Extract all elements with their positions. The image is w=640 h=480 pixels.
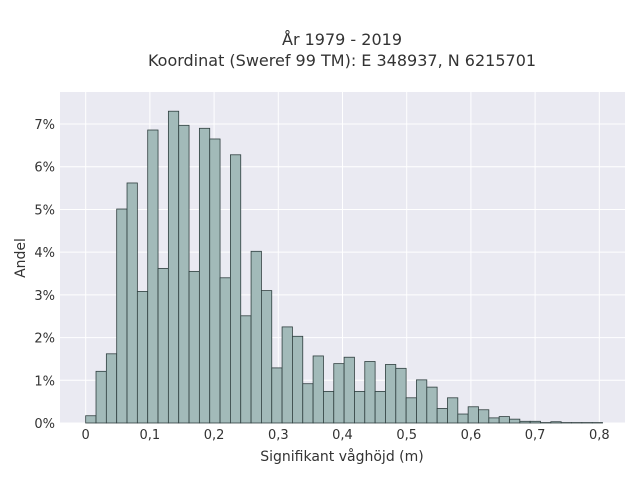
histogram-bar: [178, 124, 190, 424]
x-tick-labels: 0 0,1 0,2 0,3 0,4 0,5 0,6 0,7 0,8: [82, 428, 610, 443]
y-tick-label: 3%: [34, 289, 55, 304]
y-tick-label: 7%: [34, 118, 55, 133]
x-tick-label: 0,6: [461, 428, 482, 443]
y-tick-label: 1%: [34, 374, 55, 389]
histogram-bar: [467, 406, 479, 424]
histogram-bar: [457, 413, 469, 424]
histogram-bar: [364, 361, 376, 424]
histogram-bar: [519, 420, 531, 424]
x-tick-label: 0: [82, 428, 90, 443]
histogram-bar: [374, 390, 386, 424]
y-tick-label: 2%: [34, 332, 55, 347]
x-tick-label: 0,7: [525, 428, 546, 443]
histogram-bar: [219, 277, 231, 424]
histogram-bar: [312, 355, 324, 424]
histogram-bar: [550, 421, 562, 424]
x-tick-label: 0,8: [589, 428, 610, 443]
histogram-bar: [198, 127, 211, 424]
histogram-bar: [333, 363, 345, 424]
histogram-bar: [157, 267, 169, 424]
histogram-bar: [385, 364, 397, 424]
x-tick-label: 0,4: [332, 428, 353, 443]
y-tick-label: 4%: [34, 246, 55, 261]
histogram-bar: [209, 138, 221, 424]
x-tick-label: 0,2: [204, 428, 225, 443]
histogram-bar: [354, 390, 366, 424]
histogram-bar: [188, 270, 200, 424]
histogram-bar: [261, 290, 273, 424]
histogram-bar: [343, 356, 355, 424]
histogram-bar: [416, 379, 428, 424]
histogram-bar: [147, 129, 159, 424]
histogram-bar: [229, 154, 242, 424]
histogram-bar: [167, 110, 180, 424]
histogram-bar: [240, 315, 252, 424]
histogram-bar: [271, 367, 283, 424]
histogram-bar: [85, 415, 97, 424]
histogram-bar: [136, 291, 149, 424]
histogram-bar: [250, 250, 262, 424]
histogram-bar: [405, 397, 417, 424]
histogram-bar: [281, 326, 293, 424]
histogram-bar: [509, 418, 521, 424]
histogram-bar: [95, 370, 107, 424]
histogram-bar: [126, 182, 138, 424]
x-tick-label: 0,1: [140, 428, 161, 443]
x-tick-label: 0,3: [268, 428, 289, 443]
histogram-bar: [323, 390, 335, 424]
y-tick-labels: 0% 1% 2% 3% 4% 5% 6% 7%: [34, 118, 55, 432]
x-tick-label: 0,5: [396, 428, 417, 443]
histogram-bar: [116, 208, 128, 424]
histogram-bar: [105, 353, 118, 424]
histogram-bar: [498, 416, 510, 424]
histogram-bar: [426, 386, 438, 424]
histogram-bar: [302, 383, 314, 424]
y-tick-label: 0%: [34, 417, 55, 432]
histogram-bar: [395, 367, 407, 424]
histogram-bars: [85, 110, 603, 424]
histogram-bar: [447, 397, 459, 424]
histogram-bar: [292, 335, 304, 424]
y-tick-label: 5%: [34, 203, 55, 218]
y-tick-label: 6%: [34, 161, 55, 176]
histogram-bar: [529, 420, 541, 424]
histogram-bar: [488, 417, 500, 424]
y-axis-label: Andel: [13, 238, 29, 278]
histogram-bar: [436, 408, 448, 424]
chart-title-line2: Koordinat (Sweref 99 TM): E 348937, N 62…: [148, 51, 536, 70]
chart-title-line1: År 1979 - 2019: [282, 30, 402, 49]
histogram-bar: [478, 409, 490, 424]
x-axis-label: Signifikant våghöjd (m): [260, 448, 423, 465]
